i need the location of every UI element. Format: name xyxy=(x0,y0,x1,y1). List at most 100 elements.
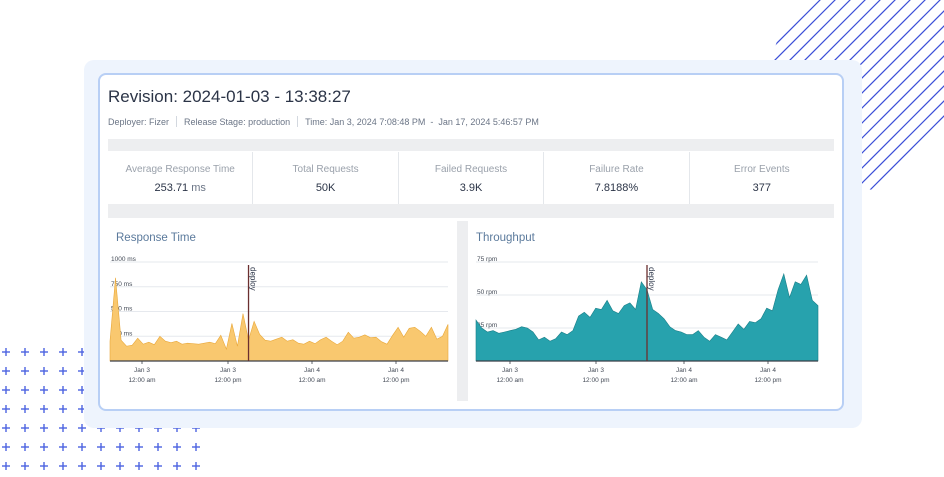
data-point xyxy=(115,277,116,278)
data-point xyxy=(567,334,568,335)
plus-icon xyxy=(59,367,67,375)
stat-unit: ms xyxy=(191,182,206,194)
meta-divider xyxy=(297,116,299,127)
data-point xyxy=(743,329,744,330)
data-point xyxy=(664,318,665,319)
data-point xyxy=(198,344,199,345)
data-point xyxy=(658,313,659,314)
stat-label: Error Events xyxy=(734,164,790,175)
data-point xyxy=(510,330,511,331)
plus-icon xyxy=(78,462,86,470)
data-point xyxy=(504,331,505,332)
data-point xyxy=(726,339,727,340)
data-point xyxy=(193,343,194,344)
plus-icon xyxy=(154,462,162,470)
data-point xyxy=(226,349,227,350)
data-point xyxy=(772,310,773,311)
stat-value: 377 xyxy=(752,182,771,194)
plus-icon xyxy=(21,462,29,470)
data-point xyxy=(635,309,636,310)
plus-icon xyxy=(40,386,48,394)
data-point xyxy=(692,334,693,335)
data-point xyxy=(121,340,122,341)
data-point xyxy=(789,297,790,298)
stat-label: Average Response Time xyxy=(125,164,235,175)
plus-icon xyxy=(59,424,67,432)
data-point xyxy=(555,338,556,339)
data-point xyxy=(447,324,448,325)
decorative-plus-grid xyxy=(2,348,200,470)
data-point xyxy=(364,334,365,335)
data-point xyxy=(618,313,619,314)
data-point xyxy=(578,316,579,317)
data-point xyxy=(436,339,437,340)
data-point xyxy=(715,334,716,335)
data-point xyxy=(703,337,704,338)
data-point xyxy=(652,309,653,310)
data-point xyxy=(270,341,271,342)
release-stage-label: Release Stage: production xyxy=(184,116,291,127)
plus-icon xyxy=(59,386,67,394)
stat-failed-requests: Failed Requests 3.9K xyxy=(399,152,545,204)
data-point xyxy=(686,334,687,335)
data-point xyxy=(527,327,528,328)
x-tick-label: 12:00 am xyxy=(298,377,325,384)
data-point xyxy=(681,331,682,332)
data-point xyxy=(220,335,221,336)
data-point xyxy=(812,300,813,301)
section-divider-band xyxy=(108,204,834,218)
response-time-panel: Response Time 1000 ms 750 ms 500 ms 250 ms d… xyxy=(108,221,457,401)
data-point xyxy=(806,275,807,276)
data-point xyxy=(281,337,282,338)
plus-icon xyxy=(40,348,48,356)
plus-icon xyxy=(40,405,48,413)
data-point xyxy=(431,327,432,328)
y-tick-label: 250 ms xyxy=(111,330,133,337)
x-tick-label: Jan 3 xyxy=(588,367,604,374)
data-point xyxy=(314,343,315,344)
section-divider-band xyxy=(108,139,834,151)
x-tick-label: 12:00 pm xyxy=(582,377,609,384)
data-point xyxy=(320,339,321,340)
plus-icon xyxy=(97,443,105,451)
data-point xyxy=(342,341,343,342)
data-point xyxy=(204,343,205,344)
data-point xyxy=(532,331,533,332)
data-point xyxy=(276,339,277,340)
data-point xyxy=(698,330,699,331)
data-point xyxy=(398,327,399,328)
stat-value: 50K xyxy=(315,182,336,194)
data-point xyxy=(778,289,779,290)
x-tick-label: Jan 4 xyxy=(304,367,320,374)
plus-icon xyxy=(40,462,48,470)
data-point xyxy=(181,344,182,345)
plus-icon xyxy=(2,348,10,356)
data-point xyxy=(292,339,293,340)
plus-icon xyxy=(116,462,124,470)
stats-row: Average Response Time 253.71 ms Total Req… xyxy=(108,152,834,204)
stat-label: Failure Rate xyxy=(589,164,644,175)
y-tick-label: 750 ms xyxy=(111,281,133,288)
data-point xyxy=(572,330,573,331)
data-point xyxy=(265,340,266,341)
data-point xyxy=(795,281,796,282)
plus-icon xyxy=(192,462,200,470)
response-time-title: Response Time xyxy=(116,232,196,244)
data-point xyxy=(414,327,415,328)
plus-icon xyxy=(173,443,181,451)
plus-icon xyxy=(116,443,124,451)
time-range-label: Time: Jan 3, 2024 7:08:48 PM - Jan 17, 2… xyxy=(305,116,539,127)
x-tick-label: 12:00 am xyxy=(496,377,523,384)
data-point xyxy=(353,338,354,339)
x-tick-label: 12:00 am xyxy=(670,377,697,384)
data-point xyxy=(544,337,545,338)
stat-average-response-time: Average Response Time 253.71 ms xyxy=(108,152,254,204)
stat-error-events: Error Events 377 xyxy=(690,152,834,204)
series-area xyxy=(109,277,449,362)
plus-icon xyxy=(59,405,67,413)
stat-value: 3.9K xyxy=(459,182,483,194)
data-point xyxy=(359,337,360,338)
data-point xyxy=(143,344,144,345)
revision-panel: Revision: 2024-01-03 - 13:38:27 Deployer… xyxy=(98,73,844,411)
deploy-label: deploy xyxy=(249,267,258,291)
